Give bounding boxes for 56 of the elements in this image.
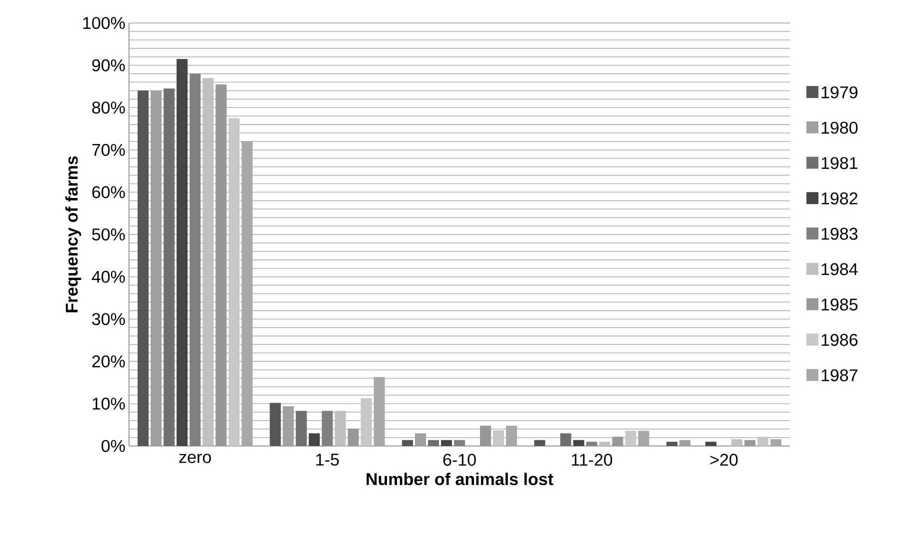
y-tick-label: 0% [102, 440, 125, 452]
y-tick-label: 80% [92, 102, 125, 114]
legend-label: 1985 [822, 298, 858, 311]
legend-label: 1983 [822, 228, 858, 240]
bar [599, 442, 610, 446]
bar [493, 430, 504, 446]
legend-label: 1984 [822, 263, 858, 276]
bar [506, 426, 517, 446]
x-tick-label: >20 [710, 454, 738, 466]
x-axis-title: Number of animals lost [366, 472, 554, 486]
y-tick-label: 50% [92, 228, 125, 241]
bar [560, 433, 572, 446]
bar [534, 440, 546, 446]
y-axis-title: Frequency of farms [65, 156, 82, 312]
y-tick-label: 100% [83, 16, 125, 30]
bar [228, 118, 240, 446]
bar [638, 430, 650, 446]
bar [322, 410, 333, 446]
bar [296, 410, 307, 446]
bar [757, 436, 768, 446]
bar [705, 442, 716, 446]
legend-label: 1981 [822, 157, 858, 170]
bar [573, 440, 584, 446]
bar [138, 90, 149, 446]
bar [666, 442, 678, 446]
y-tick-label: 10% [92, 398, 125, 410]
x-tick-label: 6-10 [443, 454, 476, 466]
legend-label: 1986 [822, 334, 858, 346]
x-tick-label: zero [179, 454, 211, 464]
bar [374, 377, 385, 446]
y-tick-label: 70% [92, 144, 125, 156]
y-tick-label: 20% [92, 355, 125, 368]
x-tick-label: 11-20 [572, 454, 612, 466]
bar [176, 58, 188, 446]
bar [270, 402, 281, 446]
bar [586, 442, 598, 446]
bar [441, 440, 452, 446]
bar [164, 88, 175, 446]
bar [242, 141, 253, 446]
legend-label: 1987 [822, 369, 858, 382]
bar [428, 440, 439, 446]
legend-label: 1979 [822, 86, 858, 98]
y-tick-label: 60% [92, 186, 125, 198]
bar [770, 439, 782, 446]
y-tick-label: 90% [92, 59, 125, 72]
bar [360, 398, 372, 446]
bar [454, 440, 465, 446]
bar [625, 430, 636, 446]
x-tick-label: 1-5 [316, 454, 339, 466]
legend-label: 1980 [822, 122, 858, 134]
y-tick-label: 30% [92, 313, 125, 326]
y-tick-label: 40% [92, 270, 125, 283]
bar [308, 433, 320, 446]
bar [190, 74, 201, 446]
bar [402, 440, 414, 446]
legend-label: 1982 [822, 192, 858, 204]
